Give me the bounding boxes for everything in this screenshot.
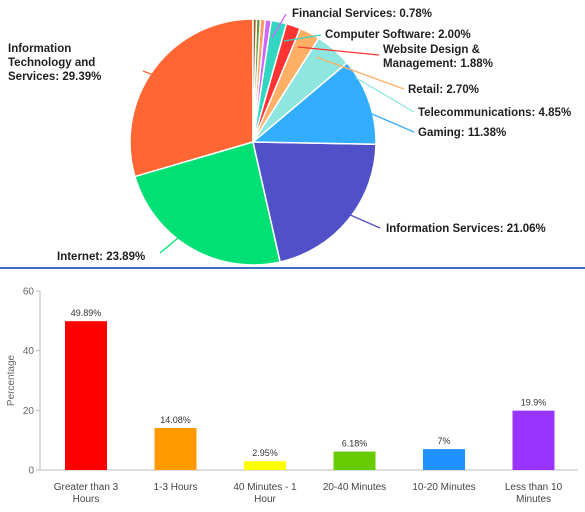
x-tick-label: 20-40 Minutes — [323, 482, 386, 493]
x-tick-label: 40 Minutes - 1 — [233, 482, 297, 493]
pie-slice-label: Gaming: 11.38% — [418, 127, 506, 139]
pie-slice-label: Computer Software: 2.00% — [325, 29, 471, 41]
x-tick-label: Hours — [73, 494, 100, 505]
pie-chart-panel: Information Technology and Services: 29.39… — [0, 8, 585, 269]
pie-slice-label: Management: 1.88% — [383, 58, 493, 70]
pie-slice-label: Telecommunications: 4.85% — [418, 107, 571, 119]
bar-value-label: 7% — [437, 436, 450, 446]
pie-chart: Information Technology and Services: 29.39… — [8, 8, 571, 266]
pie-slice — [250, 61, 377, 146]
x-tick-label: Greater than 3 — [54, 482, 119, 493]
pie-slice-label: Information — [8, 43, 71, 55]
x-tick-label: Minutes — [516, 494, 551, 505]
y-axis-label: Percentage — [6, 354, 17, 406]
pie-leader-line — [315, 56, 405, 90]
pie-slice — [129, 18, 254, 178]
pie-leader-line — [355, 77, 415, 113]
pie-slice — [252, 18, 258, 143]
x-tick-label: Less than 10 — [505, 482, 563, 493]
x-tick-label: 1-3 Hours — [154, 482, 198, 493]
bar-value-label: 14.08% — [160, 415, 191, 425]
pie-slice-label: Information Services: 21.06% — [386, 223, 546, 235]
bar — [244, 461, 286, 470]
pie-slice-label: Retail: 2.70% — [408, 84, 479, 96]
bar — [333, 451, 376, 470]
bar-chart-panel: 0 20 40 60 Percentage 49.89% Greater than 3 Hou… — [0, 271, 585, 512]
y-tick-label: 0 — [28, 466, 34, 477]
bar — [154, 427, 197, 470]
y-tick-label: 20 — [23, 406, 35, 417]
pie-slice-label: Technology and — [8, 57, 95, 69]
y-tick-label: 60 — [23, 287, 35, 298]
pie-leader-line — [159, 237, 179, 254]
pie-slice-label: Services: 29.39% — [8, 71, 101, 83]
y-tick-label: 40 — [23, 346, 35, 357]
pie-slice-label: Website Design & — [383, 44, 480, 56]
bar-value-label: 19.9% — [521, 398, 547, 408]
pie-leader-line — [297, 46, 380, 56]
bar — [512, 410, 555, 470]
pie-slice — [134, 141, 282, 266]
pie-leader-line — [371, 113, 415, 133]
bar-value-label: 2.95% — [252, 448, 278, 458]
bar — [423, 449, 465, 470]
bar-value-label: 6.18% — [342, 439, 368, 449]
pie-leader-line — [142, 70, 189, 89]
pie-slice-label: Internet: 23.89% — [57, 251, 145, 263]
x-tick-label: Hour — [254, 494, 276, 505]
bar-value-label: 49.89% — [71, 308, 102, 318]
pie-slice — [252, 141, 377, 263]
pie-leader-line — [271, 13, 287, 39]
pie-slice-label: Financial Services: 0.78% — [292, 8, 432, 20]
pie-leader-line — [347, 213, 381, 229]
pie-leader-line — [283, 34, 322, 42]
bar — [65, 321, 107, 470]
x-tick-label: 10-20 Minutes — [412, 482, 475, 493]
